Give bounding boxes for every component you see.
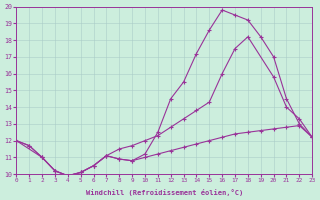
X-axis label: Windchill (Refroidissement éolien,°C): Windchill (Refroidissement éolien,°C) <box>86 189 243 196</box>
